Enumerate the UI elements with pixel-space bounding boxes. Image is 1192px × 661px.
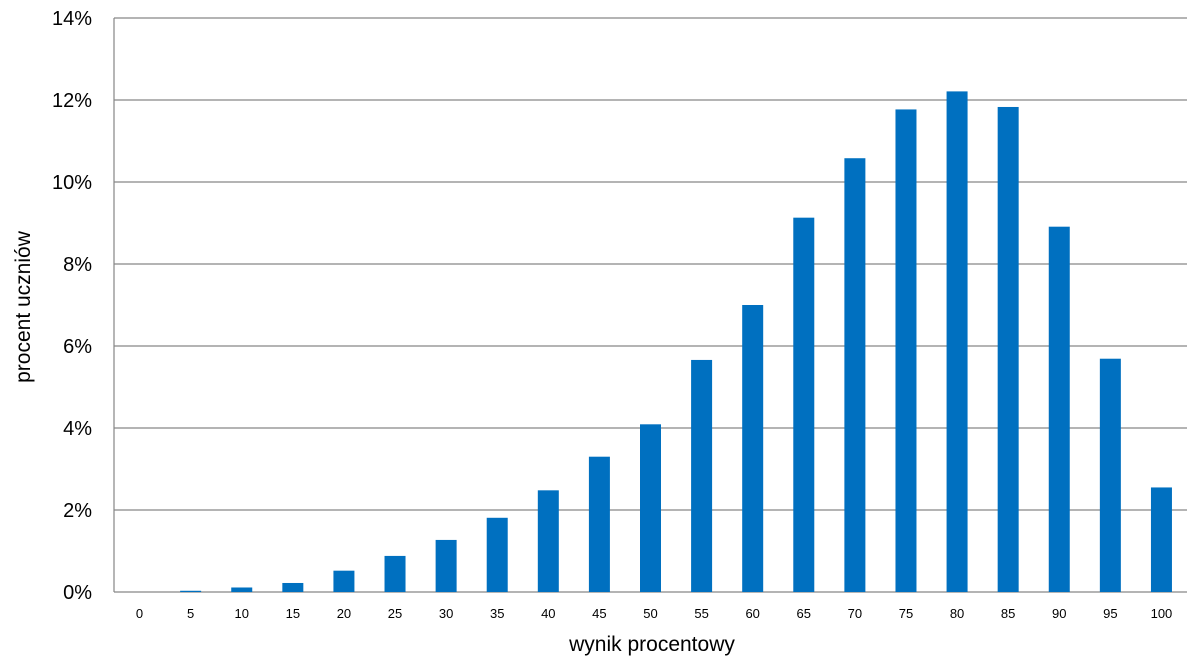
bar-55: [691, 359, 713, 592]
x-axis-title: wynik procentowy: [568, 633, 735, 656]
y-tick-label: 10%: [52, 172, 92, 194]
bar-35: [486, 517, 508, 592]
y-tick-label: 0%: [63, 582, 92, 604]
bar-45: [588, 456, 610, 592]
bar-5: [180, 590, 202, 592]
bar-90: [1048, 226, 1070, 592]
x-tick-label: 75: [899, 606, 913, 621]
x-tick-label: 85: [1001, 606, 1015, 621]
x-tick-label: 70: [848, 606, 862, 621]
x-tick-label: 5: [187, 606, 194, 621]
bar-65: [793, 217, 815, 593]
x-tick-label: 20: [337, 606, 351, 621]
x-axis-ticks: 0 5 10 15 20 25 30 35 40 45 50 55 60 65 70 75 80 85 90 95 10…: [136, 606, 1172, 621]
bar-10: [231, 587, 253, 592]
bars: [180, 91, 1172, 593]
y-axis-ticks: 0% 2% 4% 6% 8% 10% 12% 14%: [52, 8, 92, 604]
y-tick-label: 4%: [63, 418, 92, 440]
y-tick-label: 14%: [52, 8, 92, 30]
bar-30: [435, 539, 457, 592]
x-tick-label: 0: [136, 606, 143, 621]
bar-40: [537, 490, 559, 592]
x-tick-label: 65: [797, 606, 811, 621]
bar-70: [844, 158, 866, 592]
bar-75: [895, 109, 917, 593]
bar-50: [640, 424, 661, 592]
x-tick-label: 80: [950, 606, 964, 621]
bar-25: [384, 555, 406, 592]
y-tick-label: 8%: [63, 254, 92, 276]
bar-20: [333, 570, 355, 592]
y-tick-label: 12%: [52, 90, 92, 112]
x-tick-label: 15: [286, 606, 300, 621]
x-tick-label: 95: [1103, 606, 1117, 621]
x-tick-label: 40: [541, 606, 555, 621]
bar-80: [946, 91, 968, 592]
bar-60: [742, 305, 764, 592]
x-tick-label: 55: [694, 606, 708, 621]
y-axis-title: procent uczniów: [12, 230, 35, 383]
bar-100: [1150, 487, 1172, 592]
bar-15: [282, 582, 304, 592]
y-tick-label: 2%: [63, 500, 92, 522]
x-tick-label: 25: [388, 606, 402, 621]
x-tick-label: 50: [643, 606, 657, 621]
x-tick-label: 35: [490, 606, 504, 621]
x-tick-label: 60: [745, 606, 759, 621]
x-tick-label: 90: [1052, 606, 1066, 621]
y-tick-label: 6%: [63, 336, 92, 358]
x-tick-label: 100: [1151, 606, 1173, 621]
x-tick-label: 30: [439, 606, 453, 621]
x-tick-label: 10: [235, 606, 249, 621]
bar-85: [997, 106, 1019, 592]
x-tick-label: 45: [592, 606, 606, 621]
bar-95: [1099, 358, 1121, 592]
